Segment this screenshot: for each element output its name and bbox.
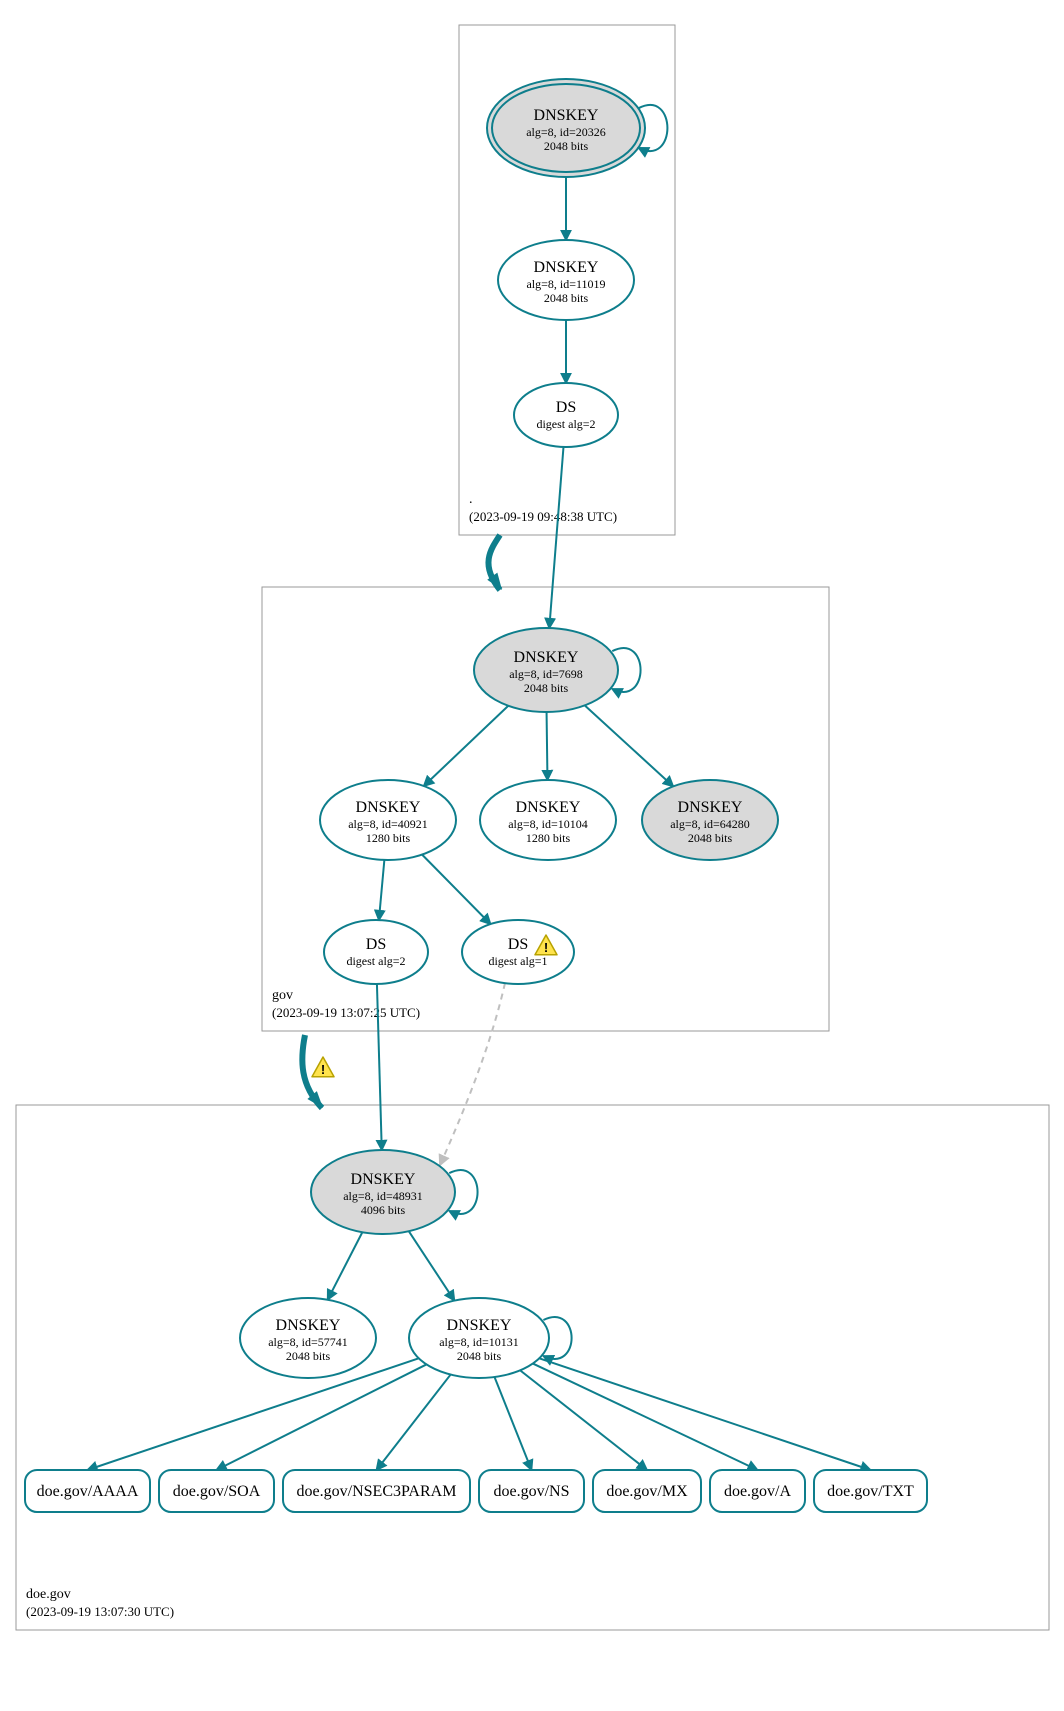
node-sub2-doe_ksk: 4096 bits (361, 1203, 406, 1217)
node-gov_ds2: DSdigest alg=1! (462, 920, 574, 984)
zone-box-doe (16, 1105, 1049, 1630)
record-label: doe.gov/NSEC3PARAM (297, 1483, 457, 1500)
record-label: doe.gov/MX (606, 1483, 688, 1500)
node-title-gov_zsk3: DNSKEY (678, 799, 743, 816)
node-title-root_zsk: DNSKEY (534, 259, 599, 276)
node-sub1-gov_ds1: digest alg=2 (346, 954, 405, 968)
edge-to-record (495, 1377, 532, 1470)
record-box: doe.gov/NSEC3PARAM (283, 1470, 470, 1512)
node-gov_ds1: DSdigest alg=2 (324, 920, 428, 984)
zone-timestamp-root: (2023-09-19 09:48:38 UTC) (469, 509, 617, 524)
node-sub2-doe_zsk2: 2048 bits (457, 1349, 502, 1363)
record-box: doe.gov/SOA (159, 1470, 274, 1512)
node-sub2-gov_zsk1: 1280 bits (366, 831, 411, 845)
node-sub2-doe_zsk1: 2048 bits (286, 1349, 331, 1363)
node-root_ds: DSdigest alg=2 (514, 383, 618, 447)
node-title-doe_zsk2: DNSKEY (447, 1317, 512, 1334)
node-sub1-root_zsk: alg=8, id=11019 (526, 277, 605, 291)
node-title-gov_zsk1: DNSKEY (356, 799, 421, 816)
record-box: doe.gov/AAAA (25, 1470, 150, 1512)
warning-icon-glyph: ! (321, 1062, 325, 1077)
node-doe_zsk2: DNSKEYalg=8, id=101312048 bits (409, 1298, 572, 1378)
edge-to-record (377, 1375, 451, 1470)
edge-gov_ksk-gov_zsk2 (547, 712, 548, 780)
node-sub2-gov_zsk3: 2048 bits (688, 831, 733, 845)
node-gov_zsk1: DNSKEYalg=8, id=409211280 bits (320, 780, 456, 860)
node-sub1-gov_zsk1: alg=8, id=40921 (348, 817, 428, 831)
record-box: doe.gov/A (710, 1470, 805, 1512)
node-sub1-doe_ksk: alg=8, id=48931 (343, 1189, 423, 1203)
dnssec-diagram: . (2023-09-19 09:48:38 UTC) gov (2023-09-19… (0, 0, 1064, 1711)
node-sub2-gov_ksk: 2048 bits (524, 681, 569, 695)
node-sub1-gov_ksk: alg=8, id=7698 (509, 667, 583, 681)
record-label: doe.gov/SOA (173, 1483, 261, 1500)
node-sub1-gov_zsk3: alg=8, id=64280 (670, 817, 750, 831)
warning-icon-glyph: ! (544, 940, 548, 955)
node-root_zsk: DNSKEYalg=8, id=110192048 bits (498, 240, 634, 320)
edge-to-record (88, 1358, 419, 1470)
node-title-gov_ksk: DNSKEY (514, 649, 579, 666)
edge-gov_zsk1-gov_ds2 (422, 855, 490, 925)
record-box: doe.gov/NS (479, 1470, 584, 1512)
node-sub2-root_zsk: 2048 bits (544, 291, 589, 305)
node-sub1-gov_zsk2: alg=8, id=10104 (508, 817, 588, 831)
node-doe_ksk: DNSKEYalg=8, id=489314096 bits (311, 1150, 478, 1234)
edge-doe_ksk-doe_zsk1 (328, 1232, 363, 1299)
node-title-doe_zsk1: DNSKEY (276, 1317, 341, 1334)
edge-gov_ksk-gov_zsk1 (424, 706, 508, 786)
zone-timestamp-doe: (2023-09-19 13:07:30 UTC) (26, 1604, 174, 1619)
node-root_ksk: DNSKEYalg=8, id=203262048 bits (487, 79, 667, 177)
node-sub2-root_ksk: 2048 bits (544, 139, 589, 153)
record-box: doe.gov/TXT (814, 1470, 927, 1512)
zone-label-root: . (469, 492, 473, 507)
node-sub1-root_ksk: alg=8, id=20326 (526, 125, 606, 139)
edge-doe_ksk-doe_zsk2 (409, 1231, 455, 1300)
zone-label-doe: doe.gov (26, 1587, 71, 1602)
node-sub1-doe_zsk2: alg=8, id=10131 (439, 1335, 519, 1349)
node-sub1-root_ds: digest alg=2 (536, 417, 595, 431)
node-doe_zsk1: DNSKEYalg=8, id=577412048 bits (240, 1298, 376, 1378)
record-label: doe.gov/NS (494, 1483, 570, 1500)
nodes-layer: DNSKEYalg=8, id=203262048 bitsDNSKEYalg=… (25, 79, 927, 1512)
node-title-root_ksk: DNSKEY (534, 107, 599, 124)
edge-root_ds-gov_ksk (549, 447, 563, 628)
zone-timestamp-gov: (2023-09-19 13:07:25 UTC) (272, 1005, 420, 1020)
edge-to-record (217, 1364, 427, 1470)
edge-to-record (520, 1370, 647, 1470)
node-title-gov_ds2: DS (508, 936, 528, 953)
record-box: doe.gov/MX (593, 1470, 701, 1512)
zone-label-gov: gov (272, 988, 293, 1003)
node-gov_ksk: DNSKEYalg=8, id=76982048 bits (474, 628, 641, 712)
record-label: doe.gov/A (724, 1483, 792, 1500)
node-gov_zsk3: DNSKEYalg=8, id=642802048 bits (642, 780, 778, 860)
edge-to-record (533, 1364, 758, 1470)
node-gov_zsk2: DNSKEYalg=8, id=101041280 bits (480, 780, 616, 860)
edge-gov_zsk1-gov_ds1 (379, 860, 384, 920)
node-title-gov_zsk2: DNSKEY (516, 799, 581, 816)
node-sub1-doe_zsk1: alg=8, id=57741 (268, 1335, 348, 1349)
node-title-root_ds: DS (556, 399, 576, 416)
edge-to-record (539, 1358, 870, 1470)
edge-gov_ksk-gov_zsk3 (585, 705, 674, 786)
node-title-doe_ksk: DNSKEY (351, 1171, 416, 1188)
dashed-edge (440, 983, 505, 1165)
node-sub1-gov_ds2: digest alg=1 (488, 954, 547, 968)
node-title-gov_ds1: DS (366, 936, 386, 953)
record-label: doe.gov/AAAA (37, 1483, 139, 1500)
record-label: doe.gov/TXT (827, 1483, 914, 1500)
node-sub2-gov_zsk2: 1280 bits (526, 831, 571, 845)
